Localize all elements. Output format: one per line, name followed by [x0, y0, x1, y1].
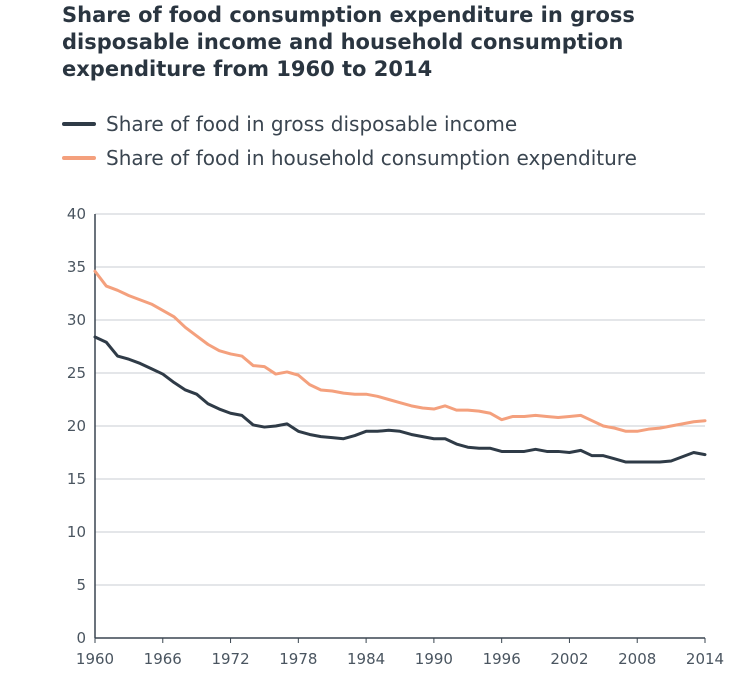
gridlines [94, 213, 705, 639]
y-tick-label: 25 [67, 364, 86, 382]
y-axis-ticks: 0 5 10 15 20 25 30 35 40 [67, 205, 86, 647]
y-tick-label: 10 [67, 523, 86, 541]
y-tick-label: 30 [67, 311, 86, 329]
x-tick-label: 1996 [483, 650, 521, 668]
series-line-consumption-expenditure [93, 269, 707, 433]
legend-item-consumption-expenditure: Share of food in household consumption e… [62, 141, 637, 175]
x-tick-label: 1960 [76, 650, 114, 668]
y-tick-label: 40 [67, 205, 86, 223]
chart-title: Share of food consumption expenditure in… [62, 3, 635, 81]
legend-label-consumption-expenditure: Share of food in household consumption e… [106, 146, 637, 170]
x-tick-label: 1984 [347, 650, 385, 668]
y-tick-label: 15 [67, 470, 86, 488]
y-tick-label: 35 [67, 258, 86, 276]
y-tick-label: 20 [67, 417, 86, 435]
y-tick-label: 0 [76, 629, 86, 647]
x-axis-ticks: 1960 1966 1972 1978 1984 1990 1996 2002 2008 2014 [76, 638, 724, 668]
legend-label-disposable-income: Share of food in gross disposable income [106, 112, 518, 136]
y-tick-label: 5 [76, 576, 86, 594]
legend-swatch-disposable-income [62, 122, 96, 126]
x-tick-label: 2008 [618, 650, 656, 668]
x-tick-label: 2014 [686, 650, 724, 668]
x-tick-label: 1990 [415, 650, 453, 668]
x-tick-label: 1978 [279, 650, 317, 668]
legend-swatch-consumption-expenditure [62, 156, 96, 160]
x-tick-label: 2002 [550, 650, 588, 668]
x-tick-label: 1966 [144, 650, 182, 668]
legend-item-disposable-income: Share of food in gross disposable income [62, 107, 637, 141]
legend: Share of food in gross disposable income… [62, 107, 637, 175]
series-lines [93, 269, 707, 464]
series-line-disposable-income [93, 335, 707, 464]
x-tick-label: 1972 [211, 650, 249, 668]
